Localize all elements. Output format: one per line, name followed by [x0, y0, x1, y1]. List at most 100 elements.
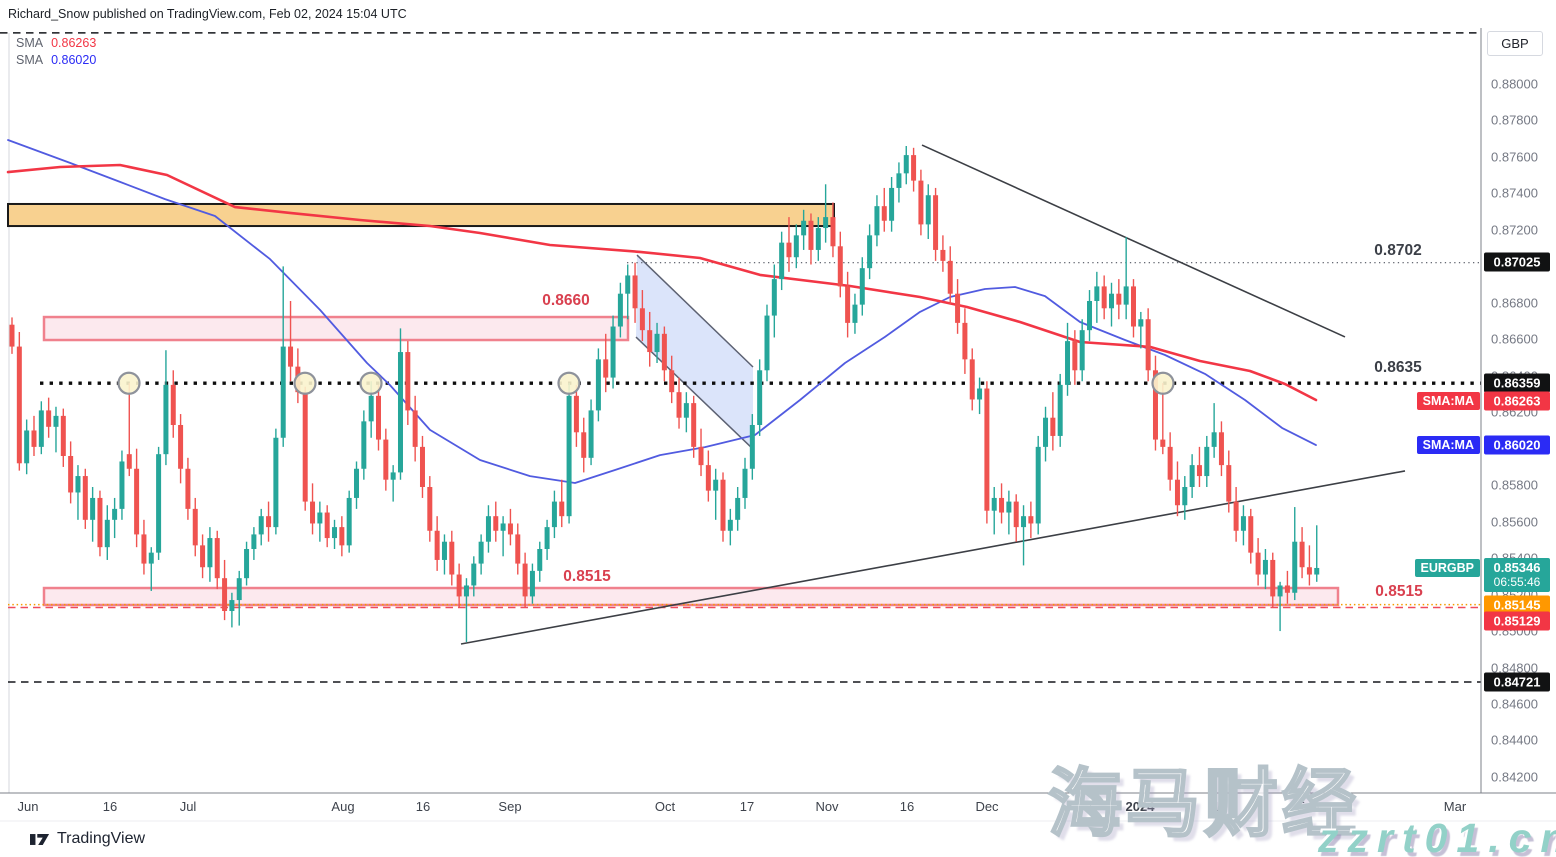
- candle-body: [551, 501, 557, 528]
- candle-body: [1152, 370, 1158, 440]
- candle-body: [764, 315, 770, 371]
- price-axis-label: 0.86359: [1484, 373, 1550, 393]
- price-tick: 0.84800: [1491, 660, 1538, 676]
- candle-body: [933, 195, 939, 250]
- candle-body: [471, 563, 477, 586]
- candle-body: [332, 527, 338, 539]
- candle-body: [969, 359, 975, 400]
- candle-body: [947, 260, 953, 294]
- time-tick: Feb: [1296, 799, 1320, 814]
- candle-body: [588, 410, 594, 458]
- candle-body: [1079, 330, 1085, 371]
- candle-body: [786, 242, 792, 258]
- tradingview-logo[interactable]: TradingView: [30, 830, 145, 848]
- time-axis[interactable]: Jun 16 Jul Aug 16 Sep Oct 17 Nov 16 Dec 2024 16 Feb Ma…: [0, 793, 1556, 821]
- candle-body: [1248, 516, 1254, 553]
- candle-body: [1233, 501, 1239, 531]
- candle-body: [478, 541, 484, 564]
- touch-circle-marker: [293, 371, 317, 395]
- candle-body: [1299, 541, 1305, 568]
- candle-body: [713, 479, 719, 491]
- candle-body: [1072, 341, 1078, 371]
- candle-body: [463, 585, 469, 597]
- candle-body: [669, 370, 675, 393]
- candle-body: [1021, 516, 1027, 528]
- candle-body: [368, 395, 374, 422]
- price-tick: 0.87600: [1491, 149, 1538, 165]
- candle-body: [625, 275, 631, 294]
- candle-body: [192, 508, 198, 546]
- price-tick: 0.87200: [1491, 222, 1538, 238]
- candle-body: [749, 424, 755, 469]
- candle-body: [742, 468, 748, 498]
- candle-body: [852, 304, 858, 323]
- candle-body: [1189, 465, 1195, 487]
- tradingview-logo-text: TradingView: [57, 830, 146, 847]
- sma-slow-line: [7, 139, 1317, 484]
- candle-body: [1240, 516, 1246, 531]
- candle-body: [529, 570, 535, 597]
- sma-tag: SMA:MA: [1416, 392, 1480, 410]
- currency-toggle-button[interactable]: GBP: [1487, 31, 1543, 56]
- candle-body: [1057, 384, 1063, 436]
- price-axis-label: 0.85145: [1484, 595, 1550, 615]
- price-annotation: 0.8515: [1375, 583, 1423, 600]
- candle-body: [573, 395, 579, 433]
- candle-body: [1218, 432, 1224, 466]
- candle-body: [984, 388, 990, 511]
- candle-body: [280, 346, 286, 438]
- sma-tag: SMA:MA: [1416, 436, 1480, 454]
- candle-body: [859, 268, 865, 305]
- candle-body: [119, 461, 125, 509]
- candle-body: [376, 395, 381, 440]
- ascending-trendline: [460, 470, 1406, 645]
- price-tick: 0.84200: [1491, 769, 1538, 785]
- descending-trendline: [921, 144, 1346, 338]
- candle-body: [485, 516, 491, 542]
- candle-body: [1028, 516, 1034, 524]
- candle-body: [163, 384, 169, 455]
- price-tick: 0.87400: [1491, 185, 1538, 201]
- candle-body: [881, 206, 887, 221]
- candle-body: [288, 346, 294, 367]
- candle-body: [581, 432, 587, 458]
- candle-body: [1196, 465, 1202, 477]
- candle-body: [566, 395, 572, 517]
- candle-body: [1284, 585, 1290, 593]
- candle-body: [24, 430, 30, 464]
- price-annotation: 0.8515: [563, 568, 611, 585]
- candle-body: [595, 359, 601, 411]
- candle-body: [200, 545, 206, 568]
- legend-row: SMA 0.86263: [16, 35, 96, 52]
- candle-body: [1087, 300, 1093, 331]
- candle-body: [647, 330, 653, 353]
- candle-body: [720, 479, 726, 531]
- time-tick: 16: [1212, 799, 1228, 814]
- candle-body: [317, 512, 323, 524]
- candle-body: [126, 454, 132, 469]
- price-tick: 0.88000: [1491, 76, 1538, 92]
- candle-body: [1182, 487, 1188, 506]
- candle-body: [1160, 439, 1166, 447]
- price-axis[interactable]: GBP 0.88000 0.87800 0.87600 0.87400 0.87200 0…: [1481, 0, 1556, 793]
- sma-fast-line: [6, 163, 1318, 402]
- parallel-channel-top: [636, 254, 754, 368]
- candle-body: [1270, 559, 1276, 597]
- candle-body: [925, 195, 931, 225]
- candle-body: [1006, 501, 1012, 513]
- candle-body: [889, 187, 895, 221]
- candle-body: [1050, 417, 1056, 436]
- candle-body: [310, 501, 316, 524]
- candle-body: [46, 410, 52, 427]
- candle-body: [1167, 446, 1173, 480]
- candle-body: [515, 534, 521, 564]
- price-tick: 0.84600: [1491, 696, 1538, 712]
- candle-body: [31, 430, 37, 447]
- candle-body: [757, 370, 763, 425]
- price-annotation: 0.8702: [1374, 242, 1422, 259]
- time-tick: 17: [739, 799, 755, 814]
- touch-circle-marker: [557, 371, 581, 395]
- candle-body: [632, 275, 638, 309]
- candle-body: [434, 530, 440, 560]
